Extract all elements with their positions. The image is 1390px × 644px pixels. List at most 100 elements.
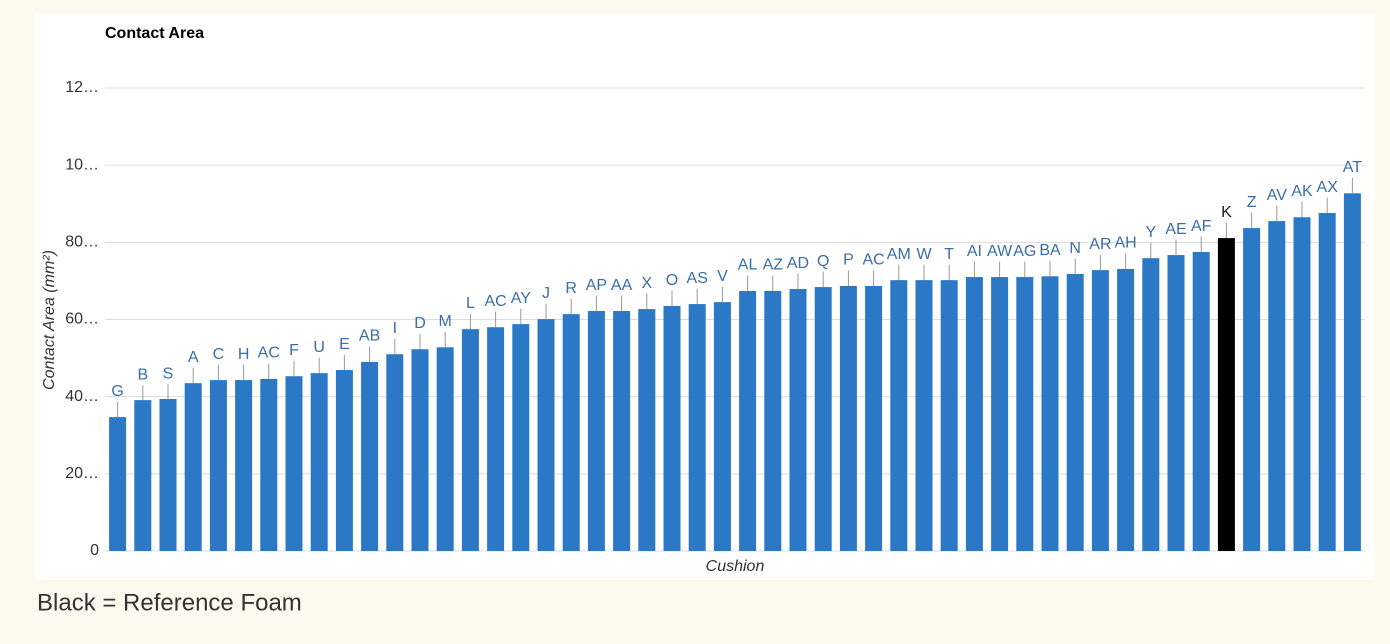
bar	[1142, 258, 1160, 551]
bar-label: K	[1221, 204, 1232, 221]
bar	[1293, 217, 1311, 552]
bar-label: AA	[611, 277, 633, 294]
bar	[1217, 238, 1235, 551]
bar-label: B	[137, 367, 148, 384]
bar-label: AC	[258, 345, 280, 362]
bar-label: BA	[1039, 242, 1061, 259]
bar	[134, 400, 152, 551]
bar	[512, 324, 530, 551]
bar	[688, 304, 706, 551]
bar	[310, 373, 328, 551]
bar-label: AT	[1343, 159, 1362, 176]
bar	[587, 311, 605, 551]
bar-label: R	[565, 280, 577, 297]
bar	[915, 280, 933, 551]
bar	[1117, 268, 1135, 551]
bar-label: E	[339, 336, 350, 353]
bar	[386, 354, 404, 551]
bar-label: Y	[1145, 224, 1156, 241]
bar	[285, 376, 303, 551]
bar-label: A	[188, 349, 199, 366]
bar-label: Q	[817, 253, 829, 270]
bar-label: S	[163, 366, 174, 383]
bar	[613, 311, 631, 551]
y-tick-label: 40…	[65, 388, 99, 405]
bar-label: T	[944, 246, 954, 263]
bar-label: AL	[738, 257, 758, 274]
bar	[436, 347, 454, 551]
bar	[1041, 276, 1059, 551]
y-tick-label: 0	[90, 542, 99, 559]
bar	[537, 319, 555, 551]
bar-label: AF	[1191, 218, 1212, 235]
bar	[764, 290, 782, 551]
bar	[1318, 213, 1336, 551]
bar-label: AE	[1165, 221, 1186, 238]
bar	[235, 380, 253, 551]
bar	[789, 289, 807, 551]
y-axis-label: Contact Area (mm²)	[41, 250, 58, 390]
bar	[1343, 193, 1361, 551]
bar	[411, 349, 429, 551]
bar-label: AI	[967, 243, 982, 260]
bar	[487, 327, 505, 551]
bar-label: AS	[687, 270, 708, 287]
bar	[965, 277, 983, 551]
bar-label: V	[717, 268, 728, 285]
bar-label: AM	[887, 246, 911, 263]
y-tick-label: 80…	[65, 234, 99, 251]
bar-label: H	[238, 346, 250, 363]
bar	[209, 380, 227, 551]
bar-label: U	[313, 339, 325, 356]
y-tick-label: 60…	[65, 311, 99, 328]
bar	[461, 329, 479, 551]
bar	[638, 309, 656, 551]
bar-label: J	[542, 285, 550, 302]
bar-label: AC	[484, 293, 506, 310]
bar	[865, 285, 883, 551]
bar-label: AP	[586, 277, 607, 294]
bar-label: AZ	[763, 257, 784, 274]
bar-label: AD	[787, 255, 809, 272]
bar-label: Z	[1247, 194, 1257, 211]
bar-label: AG	[1013, 243, 1036, 260]
bar	[890, 280, 908, 551]
y-tick-label: 20…	[65, 465, 99, 482]
bar	[713, 302, 731, 551]
x-axis-label: Cushion	[706, 558, 765, 575]
bar-label: O	[666, 272, 678, 289]
bar	[991, 277, 1009, 551]
bar-label: AH	[1114, 235, 1136, 252]
bar	[562, 314, 580, 551]
bar-label: AV	[1267, 187, 1287, 204]
bar-label: AW	[987, 243, 1013, 260]
bar-label: AB	[359, 328, 380, 345]
bar	[184, 383, 202, 551]
bar	[663, 305, 681, 551]
bar-label: I	[393, 320, 397, 337]
y-tick-label: 12…	[65, 79, 99, 96]
bar-label: F	[289, 342, 299, 359]
bar	[1243, 228, 1261, 551]
bar	[1066, 273, 1084, 551]
note: Black = Reference Foam	[37, 589, 302, 616]
bar	[1091, 270, 1109, 551]
bar	[361, 361, 379, 551]
bar	[839, 285, 857, 551]
bar-label: N	[1069, 240, 1081, 257]
bar	[1268, 221, 1286, 552]
bar	[260, 378, 278, 551]
y-tick-label: 10…	[65, 156, 99, 173]
bar	[109, 417, 127, 551]
bar-label: D	[414, 315, 426, 332]
bar-label: P	[843, 252, 854, 269]
bar	[1167, 255, 1185, 551]
bar	[1016, 277, 1034, 551]
bar-label: AY	[511, 290, 531, 307]
bar-label: AR	[1089, 236, 1111, 253]
bar	[739, 290, 757, 551]
bar-label: X	[641, 275, 652, 292]
bar	[940, 280, 958, 551]
